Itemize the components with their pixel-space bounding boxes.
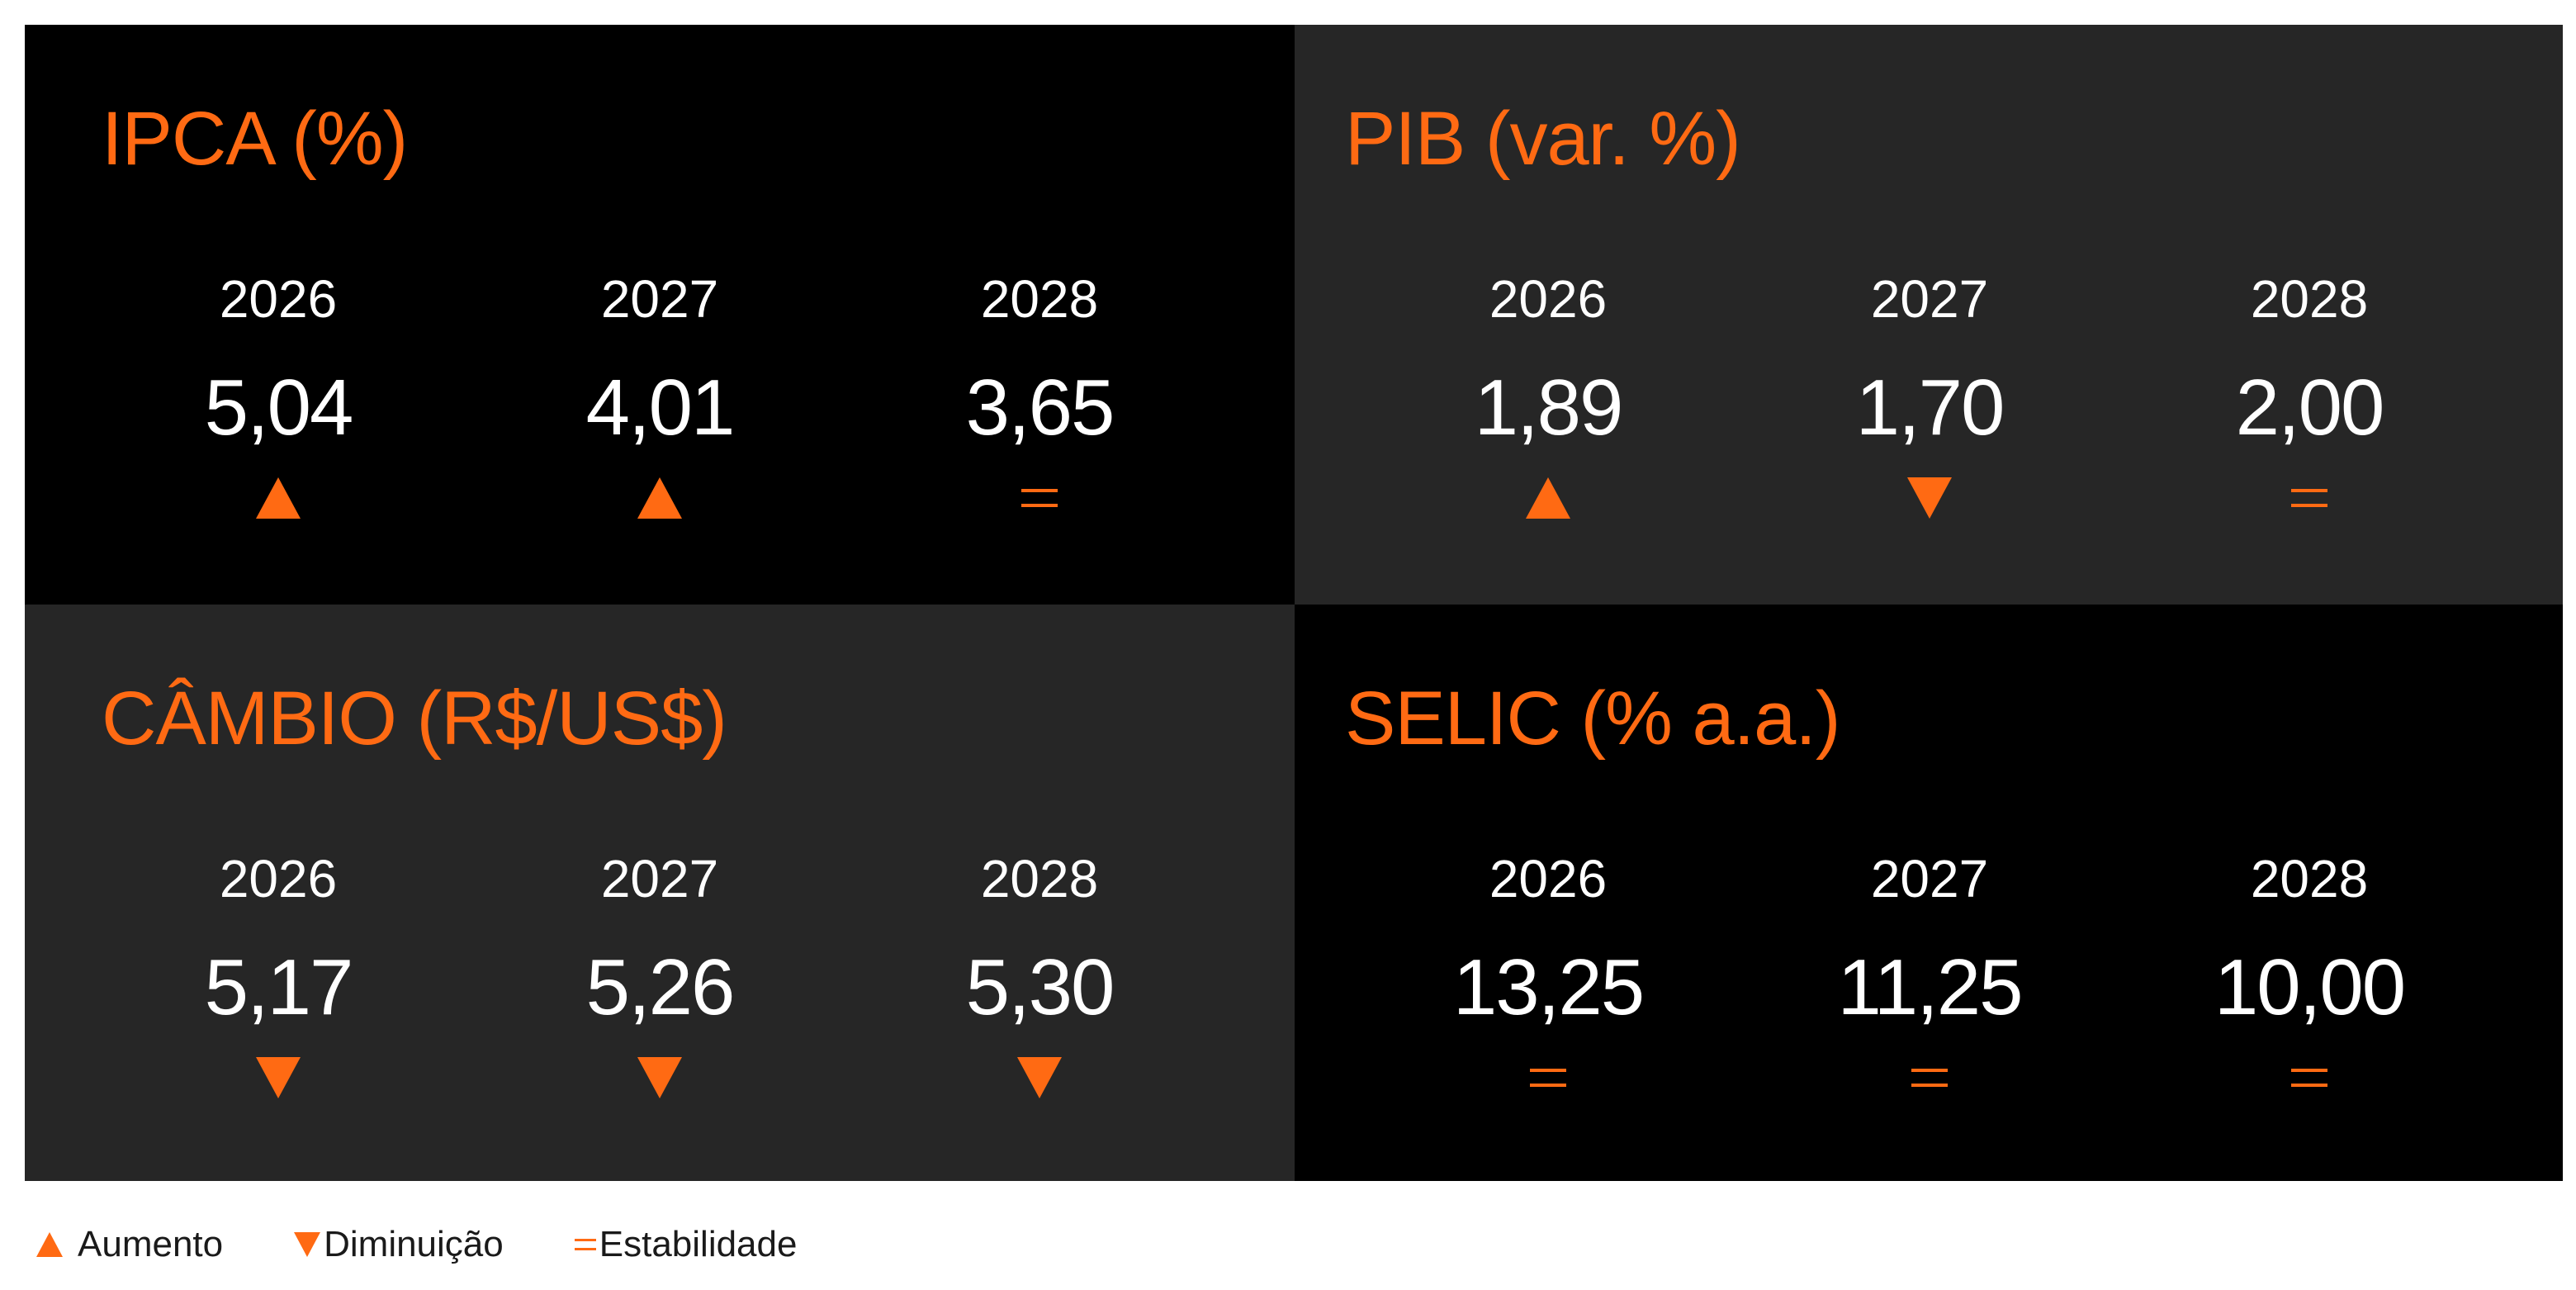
panel-pib: PIB (var. %) 2026 1,89 2027 1,70 2028 2,… [1295,25,2563,605]
forecast-value: 10,00 [2214,943,2406,1032]
indicators-grid: IPCA (%) 2026 5,04 2027 4,01 2028 3,65 P… [25,25,2563,1181]
year-label: 2028 [980,849,1099,908]
panel-title: CÂMBIO (R$/US$) [102,676,727,761]
trend-indicator [874,1052,1205,1102]
forecast-column: 2028 3,65 [874,273,1205,522]
legend: Aumento Diminuição Estabilidade [36,1224,868,1265]
forecast-value: 5,17 [204,943,354,1032]
equals-icon [1530,1069,1566,1087]
legend-item-equal: Estabilidade [574,1224,798,1265]
forecast-column: 2027 4,01 [495,273,825,522]
trend-indicator [113,1052,443,1102]
panel-title: IPCA (%) [102,97,408,181]
trend-indicator [1383,472,1713,522]
equals-icon [574,1239,596,1250]
panel-selic: SELIC (% a.a.) 2026 13,25 2027 11,25 202… [1295,605,2563,1181]
year-label: 2027 [1870,269,1989,329]
forecast-value: 13,25 [1452,943,1645,1032]
year-label: 2026 [219,849,338,908]
triangle-down-icon [1907,477,1952,519]
forecast-value: 4,01 [585,363,736,452]
legend-item-down: Diminuição [294,1224,504,1265]
triangle-down-icon [256,1057,301,1098]
panel-cambio: CÂMBIO (R$/US$) 2026 5,17 2027 5,26 2028… [25,605,1295,1181]
trend-indicator [2144,1052,2474,1102]
forecast-value: 5,26 [585,943,736,1032]
forecast-value: 2,00 [2235,363,2385,452]
triangle-up-icon [1526,477,1570,519]
legend-label: Estabilidade [599,1224,798,1264]
panel-title: SELIC (% a.a.) [1345,676,1841,761]
triangle-up-icon [637,477,682,519]
trend-indicator [874,472,1205,522]
panel-ipca: IPCA (%) 2026 5,04 2027 4,01 2028 3,65 [25,25,1295,605]
year-label: 2026 [219,269,338,329]
year-label: 2028 [2250,269,2369,329]
forecast-value: 1,89 [1474,363,1624,452]
trend-indicator [2144,472,2474,522]
forecast-column: 2026 5,04 [113,273,443,522]
forecast-column: 2027 11,25 [1764,852,2095,1102]
equals-icon [2291,1069,2327,1087]
forecast-value: 1,70 [1855,363,2005,452]
legend-label: Aumento [78,1224,224,1264]
forecast-column: 2028 10,00 [2144,852,2474,1102]
year-label: 2028 [980,269,1099,329]
triangle-up-icon [256,477,301,519]
forecast-column: 2026 1,89 [1383,273,1713,522]
year-label: 2028 [2250,849,2369,908]
forecast-column: 2027 5,26 [495,852,825,1102]
equals-icon [1021,489,1058,507]
forecast-column: 2026 5,17 [113,852,443,1102]
forecast-value: 5,30 [965,943,1115,1032]
triangle-up-icon [36,1232,63,1257]
legend-label: Diminuição [324,1224,504,1264]
forecast-value: 11,25 [1837,943,2023,1032]
year-label: 2027 [1870,849,1989,908]
forecast-column: 2028 2,00 [2144,273,2474,522]
forecast-value: 5,04 [204,363,354,452]
trend-indicator [495,1052,825,1102]
trend-indicator [113,472,443,522]
trend-indicator [1383,1052,1713,1102]
legend-item-up: Aumento [36,1224,223,1265]
year-label: 2027 [600,849,719,908]
year-label: 2026 [1489,849,1608,908]
triangle-down-icon [1017,1057,1062,1098]
trend-indicator [1764,472,2095,522]
equals-icon [1911,1069,1948,1087]
equals-icon [2291,489,2327,507]
triangle-down-icon [637,1057,682,1098]
forecast-column: 2026 13,25 [1383,852,1713,1102]
triangle-down-icon [294,1232,321,1257]
year-label: 2027 [600,269,719,329]
panel-title: PIB (var. %) [1345,97,1741,181]
trend-indicator [495,472,825,522]
forecast-value: 3,65 [965,363,1115,452]
forecast-column: 2028 5,30 [874,852,1205,1102]
forecast-column: 2027 1,70 [1764,273,2095,522]
year-label: 2026 [1489,269,1608,329]
trend-indicator [1764,1052,2095,1102]
